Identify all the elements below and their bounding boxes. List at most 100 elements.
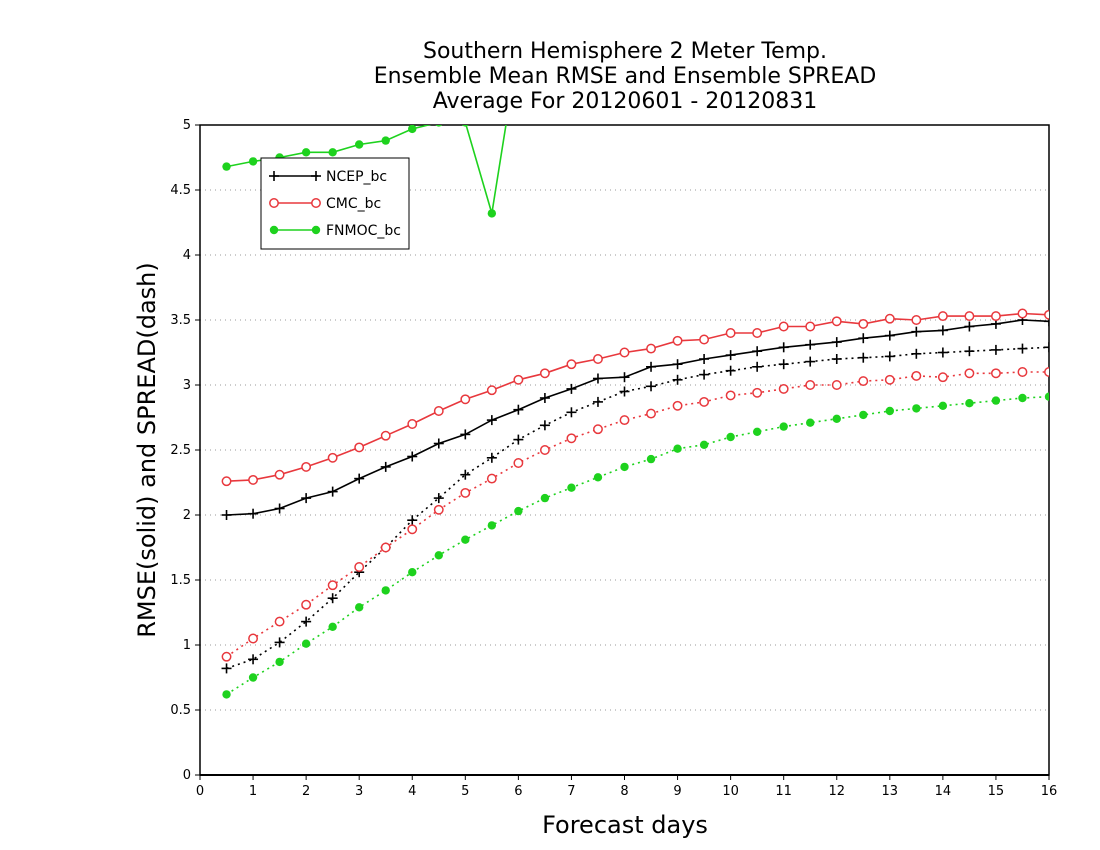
series-fnmoc-bc-spread-point — [381, 586, 390, 595]
series-cmc-bc-spread-point — [831, 380, 842, 390]
series-fnmoc-bc-rmse-point — [328, 148, 337, 157]
series-cmc-bc-spread-point — [433, 504, 444, 515]
series-cmc-bc-spread-point — [539, 445, 550, 455]
y-tick-label: 1.5 — [170, 573, 191, 588]
chart-title: Southern Hemisphere 2 Meter Temp.Ensembl… — [374, 39, 877, 114]
series-cmc-bc-spread-point — [274, 616, 285, 627]
series-ncep-bc-rmse-point — [327, 486, 338, 497]
series-cmc-bc-spread-point — [460, 487, 471, 498]
series-fnmoc-bc-spread-point — [859, 410, 868, 420]
x-tick-label: 5 — [461, 784, 469, 799]
series-fnmoc-bc-rmse-point — [408, 125, 417, 134]
series-cmc-bc-rmse-point — [1044, 309, 1049, 320]
legend-ncep-bc-marker — [311, 171, 321, 181]
series-cmc-bc-spread-point — [248, 633, 259, 644]
series-fnmoc-bc-spread-point — [832, 414, 841, 423]
series-fnmoc-bc-spread-point — [646, 454, 656, 464]
series-ncep-bc-spread-point — [221, 663, 232, 674]
x-tick-label: 12 — [828, 784, 845, 799]
series-ncep-bc-spread-point — [1017, 343, 1028, 354]
series-cmc-bc-spread-point — [380, 542, 391, 553]
series-cmc-bc-rmse-point — [433, 406, 444, 416]
series-cmc-bc-rmse-point — [539, 368, 550, 379]
series-cmc-bc-rmse-point — [248, 474, 259, 485]
series-ncep-bc-spread-point — [274, 637, 285, 648]
series-ncep-bc-spread-point — [778, 359, 789, 370]
series-cmc-bc-spread-point — [858, 376, 869, 387]
y-tick-label: 4 — [183, 248, 191, 263]
series-ncep-bc-rmse-point — [937, 325, 948, 336]
series-ncep-bc-rmse-point — [460, 429, 471, 440]
series-fnmoc-bc-spread-point — [593, 473, 603, 482]
series-cmc-bc-rmse-point — [778, 321, 789, 332]
series-cmc-bc-spread-point — [513, 458, 524, 468]
series-ncep-bc-rmse-point — [380, 461, 391, 472]
series-ncep-bc-rmse-point — [513, 404, 524, 415]
series-cmc-bc-rmse-point — [407, 419, 418, 429]
x-tick-label: 11 — [775, 784, 792, 799]
series-ncep-bc-rmse-point — [354, 473, 365, 484]
series-fnmoc-bc-rmse-point — [301, 148, 311, 157]
series-cmc-bc-rmse-point — [354, 442, 365, 453]
series-ncep-bc-spread-point — [592, 396, 603, 407]
series-ncep-bc-spread-point — [566, 407, 577, 418]
series-ncep-bc-rmse-point — [592, 373, 603, 384]
series-fnmoc-bc-spread-point — [487, 521, 497, 530]
series-ncep-bc-spread-point — [539, 420, 550, 431]
series-fnmoc-bc-spread-point — [752, 427, 762, 436]
series-ncep-bc-rmse-point — [911, 326, 922, 337]
series-ncep-bc-spread-point — [327, 593, 338, 604]
series-ncep-bc-rmse-point — [539, 393, 550, 403]
series-fnmoc-bc-spread-point — [726, 432, 735, 442]
series-ncep-bc-rmse-line — [226, 319, 1049, 516]
y-tick-label: 0 — [183, 768, 191, 783]
series-fnmoc-bc-rmse-point — [462, 125, 469, 127]
series-ncep-bc-rmse-point — [778, 342, 789, 353]
x-tick-label: 15 — [988, 784, 1005, 799]
series-cmc-bc-rmse-point — [911, 315, 922, 325]
series-ncep-bc-spread-point — [699, 369, 710, 380]
series-cmc-bc-spread-point — [805, 380, 816, 390]
series-ncep-bc-rmse-point — [964, 321, 975, 332]
x-axis-label: Forecast days — [542, 811, 708, 839]
x-tick-label: 8 — [620, 784, 628, 799]
series-ncep-bc-rmse-point — [221, 510, 232, 520]
y-tick-label: 3 — [183, 378, 191, 393]
x-tick-label: 9 — [673, 784, 681, 799]
x-tick-label: 0 — [196, 784, 204, 799]
y-tick-label: 2.5 — [170, 443, 191, 458]
series-cmc-bc-rmse-point — [752, 328, 763, 338]
series-cmc-bc-spread-point — [301, 599, 312, 610]
series-cmc-bc-rmse-point — [1017, 308, 1028, 319]
series-ncep-bc-spread-point — [831, 354, 842, 364]
series-fnmoc-bc-spread-point — [248, 673, 258, 682]
x-tick-label: 6 — [514, 784, 522, 799]
series-ncep-bc-spread-point — [990, 344, 1001, 355]
series-cmc-bc-spread-point — [1044, 367, 1049, 377]
series-fnmoc-bc-spread-point — [1044, 392, 1049, 401]
series-ncep-bc-spread-point — [805, 356, 816, 367]
series-ncep-bc-rmse-point — [752, 346, 763, 357]
legend-ncep-bc-marker — [269, 171, 279, 181]
title-line-1: Southern Hemisphere 2 Meter Temp. — [423, 39, 827, 64]
series-fnmoc-bc-spread-point — [328, 622, 337, 631]
x-tick-label: 7 — [567, 784, 575, 799]
series-cmc-bc-rmse-point — [380, 430, 391, 441]
series-fnmoc-bc-spread-point — [408, 568, 417, 577]
series-cmc-bc-rmse-point — [619, 347, 630, 358]
series-fnmoc-bc-spread-point — [912, 404, 921, 413]
series-cmc-bc-spread-point — [1017, 367, 1028, 377]
series-fnmoc-bc-spread-point — [275, 657, 284, 667]
series-cmc-bc-spread-point — [221, 651, 232, 662]
series-ncep-bc-rmse-point — [858, 333, 869, 344]
y-tick-label: 2 — [183, 508, 191, 523]
series-cmc-bc-spread-point — [354, 562, 365, 572]
series-cmc-bc-spread-point — [725, 390, 736, 401]
series-cmc-bc-spread-point — [646, 408, 656, 419]
legend-cmc-bc-label: CMC_bc — [326, 196, 381, 212]
x-tick-label: 3 — [355, 784, 363, 799]
series-fnmoc-bc-spread-point — [301, 639, 311, 648]
series-ncep-bc-rmse-point — [646, 361, 657, 372]
y-tick-label: 0.5 — [170, 703, 191, 718]
